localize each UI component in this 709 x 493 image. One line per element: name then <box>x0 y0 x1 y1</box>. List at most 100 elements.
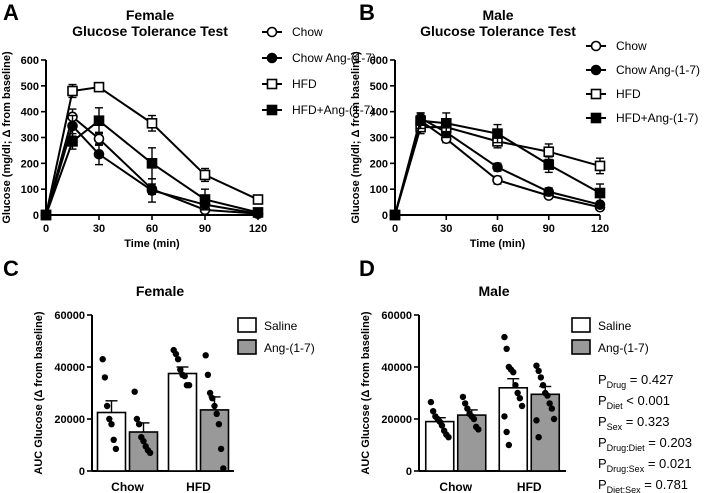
x-category-label: Chow <box>111 480 144 493</box>
panel-letter: A <box>3 0 19 25</box>
y-tick-label: 600 <box>21 55 39 67</box>
data-point <box>475 426 482 433</box>
y-tick-label: 0 <box>33 210 39 222</box>
data-point <box>99 356 106 363</box>
data-point <box>512 382 519 389</box>
y-tick-label: 200 <box>370 158 388 170</box>
y-tick-label: 500 <box>370 81 388 93</box>
data-point <box>67 120 78 132</box>
data-point <box>546 400 553 407</box>
series-hfd-ang-1-7- <box>389 112 606 221</box>
x-axis-label: Time (min) <box>124 238 180 250</box>
data-point <box>206 389 214 397</box>
x-tick-label: 60 <box>146 223 158 235</box>
data-point <box>131 388 138 395</box>
legend-entry: Ang-(1-7) <box>571 339 649 355</box>
legend-entry: HFD+Ang-(1-7) <box>586 111 698 125</box>
y-tick-label: 300 <box>370 133 388 145</box>
data-point <box>429 408 437 415</box>
data-point <box>199 169 211 181</box>
data-point <box>543 186 555 198</box>
stat-line: PDiet:Sex = 0.781 <box>598 477 688 493</box>
legend-label: Chow Ang-(1-7) <box>616 63 700 77</box>
data-point <box>146 117 158 129</box>
legend-marker <box>266 52 278 64</box>
data-point <box>550 415 558 423</box>
bar-group <box>424 398 455 472</box>
y-tick-label: 300 <box>21 133 39 145</box>
x-tick-label: 60 <box>491 223 503 235</box>
bar <box>199 409 230 472</box>
data-point <box>438 422 446 429</box>
data-point <box>389 209 401 221</box>
y-tick-label: 60000 <box>381 310 412 322</box>
data-point <box>533 362 540 369</box>
data-point <box>93 115 105 127</box>
stat-value: = 0.203 <box>645 435 692 450</box>
bar <box>530 393 561 472</box>
chart-title: Male <box>478 283 509 299</box>
data-point <box>537 374 545 381</box>
data-point <box>211 402 218 410</box>
legend-label: HFD+Ang-(1-7) <box>292 103 374 117</box>
data-point <box>202 352 209 359</box>
y-tick-label: 200 <box>21 158 39 170</box>
legend-label: Saline <box>264 319 298 333</box>
x-tick-label: 120 <box>591 223 609 235</box>
data-point <box>146 158 158 169</box>
data-point <box>501 413 508 420</box>
data-point <box>594 187 606 199</box>
data-point <box>106 415 113 423</box>
legend-marker <box>266 78 278 90</box>
stat-subscript: Sex <box>607 422 623 432</box>
legend-entry: Saline <box>237 317 298 333</box>
data-point <box>174 356 182 363</box>
data-point <box>492 161 503 173</box>
legend-swatch <box>571 317 591 333</box>
x-tick-label: 0 <box>392 223 398 235</box>
stat-line: PDrug:Sex = 0.021 <box>598 456 692 474</box>
y-tick-label: 600 <box>370 55 388 67</box>
y-axis-label: Glucose (mg/dl; Δ from baseline) <box>350 51 362 224</box>
data-point <box>544 392 551 399</box>
data-point <box>445 434 452 441</box>
legend-label: HFD+Ang-(1-7) <box>616 111 698 125</box>
x-tick-label: 90 <box>199 223 211 235</box>
legend-label: Chow Ang-(1-7) <box>292 51 376 65</box>
stat-line: PDrug = 0.427 <box>598 372 674 390</box>
data-point <box>427 398 435 406</box>
data-point <box>539 382 547 389</box>
bar-group <box>199 352 230 472</box>
x-category-label: HFD <box>186 480 211 493</box>
data-point <box>199 194 211 205</box>
data-point <box>415 115 426 127</box>
bar <box>456 414 487 472</box>
legend-label: HFD <box>292 77 317 91</box>
data-point <box>533 417 540 424</box>
data-point <box>112 445 120 453</box>
data-point <box>93 148 105 160</box>
x-axis-label: Time (min) <box>470 238 526 250</box>
data-point <box>217 445 225 453</box>
legend-entry: Chow <box>586 39 647 53</box>
x-tick-label: 30 <box>440 223 452 235</box>
data-point <box>172 350 180 358</box>
y-tick-label: 0 <box>406 466 412 478</box>
legend-marker <box>590 64 602 76</box>
data-point <box>209 395 216 402</box>
bar-group <box>167 346 198 472</box>
stat-subscript: Diet <box>607 401 624 411</box>
data-point <box>67 136 78 147</box>
stat-value: = 0.021 <box>644 456 691 471</box>
data-point <box>470 415 478 423</box>
legend-entry: HFD <box>262 77 317 91</box>
data-point <box>503 345 510 352</box>
legend-label: Chow <box>292 25 323 39</box>
stat-subscript: Drug:Diet <box>607 443 646 453</box>
stat-line: PSex = 0.323 <box>598 414 670 432</box>
legend-entry: HFD <box>586 87 641 101</box>
data-point <box>110 436 117 443</box>
bar-group <box>96 356 127 472</box>
